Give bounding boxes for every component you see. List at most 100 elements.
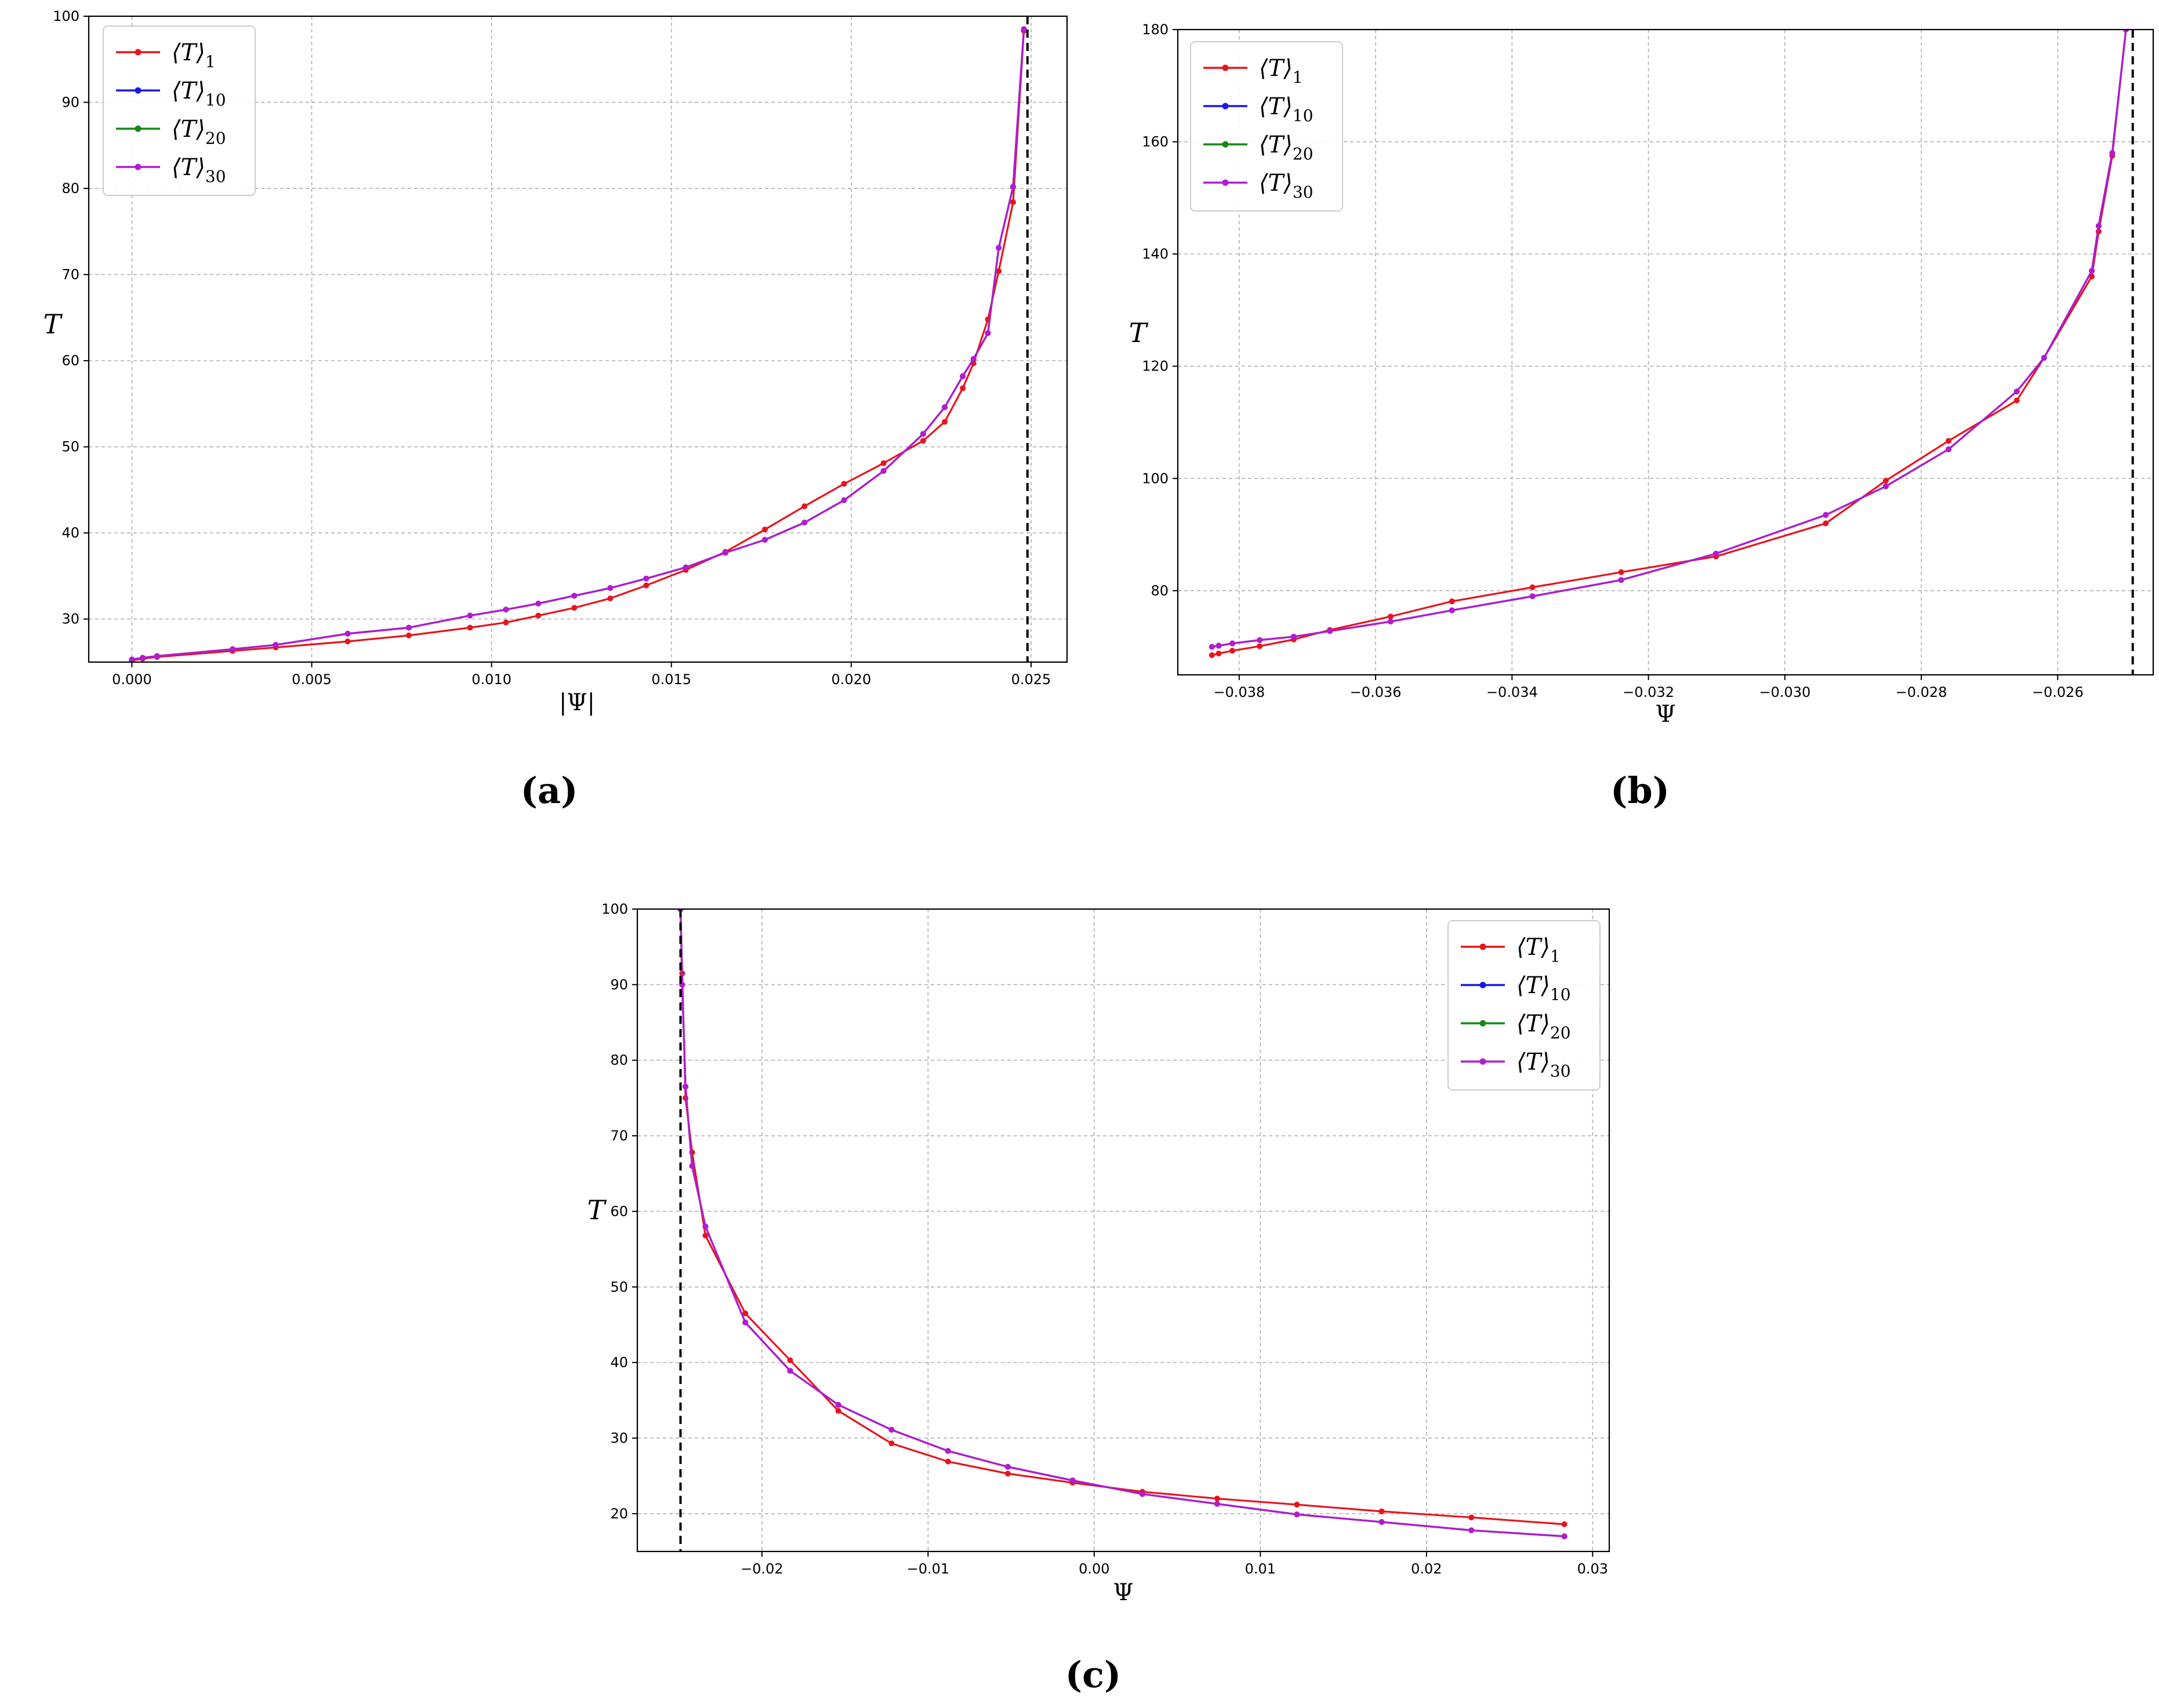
data-point-T30 <box>970 356 977 362</box>
chart-panel-c: −0.02 −0.01 0.00 0.01 0.02 0.03 20 30 40 50 60 70 80… <box>587 901 1610 1696</box>
data-point-T1 <box>1468 1514 1475 1521</box>
legend-marker-T1 <box>135 49 141 56</box>
legend-label-T10: ⟨T⟩10 <box>172 78 226 110</box>
data-point-T1 <box>702 1233 709 1239</box>
y-tick-label: 160 <box>1142 134 1169 150</box>
data-point-T1 <box>880 460 887 466</box>
data-point-T30 <box>1327 628 1333 634</box>
data-point-T1 <box>960 385 966 391</box>
data-point-T30 <box>1209 644 1215 650</box>
data-point-T30 <box>742 1320 749 1326</box>
series-line-T30 <box>679 909 1565 1538</box>
y-tick-label: 90 <box>61 95 79 111</box>
legend-label-T20: ⟨T⟩20 <box>1516 1011 1571 1042</box>
legend-marker-T1 <box>1222 64 1229 71</box>
legend-marker-T20 <box>1222 141 1229 148</box>
data-point-T30 <box>405 624 412 631</box>
legend-marker-T30 <box>1222 179 1229 186</box>
data-point-T30 <box>1946 446 1952 452</box>
y-tick-label: 50 <box>61 439 79 455</box>
y-tick-label: 100 <box>53 8 79 24</box>
data-point-T1 <box>835 1408 841 1414</box>
data-point-T30 <box>1561 1533 1567 1539</box>
legend-marker-T20 <box>135 125 141 132</box>
data-point-T30 <box>1823 512 1829 518</box>
legend-label-T30: ⟨T⟩30 <box>1516 1049 1571 1081</box>
data-point-T30 <box>1387 619 1394 625</box>
plot-area <box>677 909 1567 1539</box>
data-point-T30 <box>230 646 236 652</box>
data-point-T1 <box>841 481 847 487</box>
data-point-T30 <box>1229 640 1236 646</box>
series-line-T30 <box>132 29 1025 661</box>
x-tick-label: 0.025 <box>1011 671 1051 688</box>
data-point-T1 <box>1378 1508 1385 1514</box>
x-tick-label: −0.028 <box>1896 684 1947 700</box>
data-point-T1 <box>888 1440 895 1447</box>
data-point-T30 <box>2089 268 2095 274</box>
data-point-T1 <box>571 605 578 611</box>
data-point-T1 <box>1561 1521 1567 1528</box>
series-line-T10 <box>132 29 1025 661</box>
data-point-T1 <box>535 612 542 619</box>
data-point-T30 <box>689 1163 695 1169</box>
x-axis-label: |Ψ| <box>559 689 595 716</box>
legend-marker-T20 <box>1479 1020 1486 1027</box>
data-point-T30 <box>1214 1500 1220 1507</box>
data-point-T1 <box>996 268 1002 274</box>
legend-box <box>103 26 256 196</box>
y-axis-label: T <box>587 1194 607 1226</box>
x-tick-label: −0.032 <box>1623 684 1674 700</box>
legend-label-T30: ⟨T⟩30 <box>172 154 226 186</box>
legend-label-T10: ⟨T⟩10 <box>1516 972 1571 1004</box>
x-tick-label: −0.030 <box>1759 684 1810 700</box>
y-tick-label: 100 <box>1142 470 1169 486</box>
data-point-T30 <box>1004 1464 1011 1470</box>
legend-label-T20: ⟨T⟩20 <box>1259 132 1313 163</box>
x-tick-label: 0.015 <box>651 671 691 688</box>
x-tick-label: −0.034 <box>1486 684 1538 700</box>
data-point-T30 <box>1257 637 1263 643</box>
axes-frame <box>1177 28 2154 676</box>
data-point-T1 <box>1449 598 1455 605</box>
x-axis-label: Ψ <box>1655 701 1675 728</box>
data-point-T1 <box>643 582 649 588</box>
data-point-T30 <box>344 630 351 637</box>
data-point-T1 <box>920 438 926 444</box>
data-point-T30 <box>722 550 728 556</box>
data-point-T30 <box>683 1084 689 1090</box>
data-point-T30 <box>996 245 1002 251</box>
data-point-T30 <box>1378 1519 1385 1525</box>
x-tick-label: 0.01 <box>1245 1561 1276 1577</box>
data-point-T30 <box>2095 223 2102 229</box>
legend-marker-T1 <box>1479 943 1486 950</box>
legend-box <box>1190 41 1343 212</box>
series-line-T1 <box>132 31 1025 662</box>
x-tick-label: −0.02 <box>741 1561 783 1577</box>
y-tick-label: 70 <box>610 1128 628 1144</box>
legend-label-T1: ⟨T⟩1 <box>1516 934 1561 966</box>
data-point-T30 <box>960 373 966 379</box>
data-point-T30 <box>1529 593 1536 599</box>
chart-panel-b: −0.038 −0.036 −0.034 −0.032 −0.030 −0.028 −0.0… <box>1129 21 2154 812</box>
panel-label: (b) <box>1610 769 1670 812</box>
legend-marker-T10 <box>135 87 141 94</box>
x-tick-label: 0.000 <box>112 671 152 688</box>
data-point-T30 <box>2041 355 2047 361</box>
y-tick-label: 50 <box>610 1279 628 1295</box>
data-point-T30 <box>880 468 887 474</box>
data-point-T30 <box>841 497 847 503</box>
y-tick-label: 80 <box>61 180 79 197</box>
data-point-T1 <box>742 1310 749 1317</box>
data-point-T30 <box>1618 577 1624 583</box>
legend-marker-T10 <box>1479 982 1486 989</box>
y-tick-label: 120 <box>1142 358 1169 375</box>
legend-label-T30: ⟨T⟩30 <box>1259 170 1313 202</box>
data-point-T1 <box>945 1458 951 1464</box>
series-line-T20 <box>132 29 1025 661</box>
series-line-T20 <box>679 909 1565 1538</box>
y-tick-label: 30 <box>610 1430 628 1446</box>
x-tick-label: −0.01 <box>907 1561 950 1577</box>
axes-frame <box>636 908 1610 1553</box>
